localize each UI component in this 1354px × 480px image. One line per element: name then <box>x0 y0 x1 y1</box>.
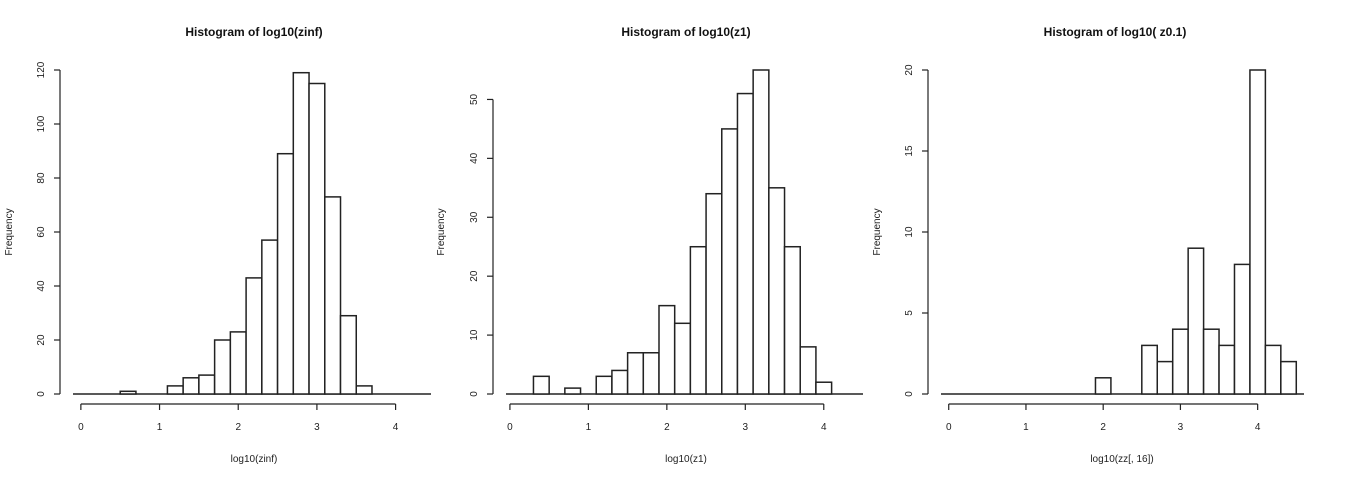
y-tick-label: 20 <box>469 270 480 282</box>
y-tick-label: 120 <box>36 61 47 78</box>
y-tick-label: 0 <box>469 391 480 397</box>
histogram-bar <box>1156 360 1174 395</box>
y-tick-label: 15 <box>904 145 915 157</box>
y-tick-label: 30 <box>469 211 480 223</box>
plot-area: 0 1 2 3 4 0 5 10 15 20 <box>904 64 1304 433</box>
y-tick-label: 10 <box>904 226 915 238</box>
histogram-bar <box>198 374 216 395</box>
x-tick-label: 2 <box>1100 422 1106 433</box>
histogram-bar <box>642 352 660 395</box>
y-tick-label: 60 <box>36 226 47 238</box>
histogram-bar <box>532 375 550 395</box>
histogram-bar <box>1141 344 1159 395</box>
histogram-bar <box>308 82 326 395</box>
histogram-bar <box>1187 247 1205 395</box>
x-axis-label: log10(z1) <box>665 454 707 465</box>
histogram-bar <box>1264 344 1282 395</box>
x-tick-label: 3 <box>743 422 749 433</box>
x-axis-label: log10(zinf) <box>231 454 278 465</box>
y-tick-label: 40 <box>36 280 47 292</box>
y-tick-label: 5 <box>904 310 915 316</box>
histogram-bar <box>1094 377 1112 395</box>
x-tick-label: 2 <box>664 422 670 433</box>
chart-title: Histogram of log10( z0.1) <box>1044 25 1187 39</box>
chart-title: Histogram of log10(z1) <box>621 25 750 39</box>
histogram-bar <box>799 346 817 395</box>
x-tick-label: 4 <box>393 422 399 433</box>
y-tick-label: 0 <box>36 391 47 397</box>
x-tick-label: 3 <box>314 422 320 433</box>
x-tick-label: 1 <box>157 422 163 433</box>
y-axis-label: Frequency <box>872 208 883 255</box>
y-tick-label: 20 <box>36 334 47 346</box>
histogram-bar <box>611 369 629 395</box>
histogram-bar <box>626 352 645 395</box>
histogram-bar <box>815 381 833 395</box>
histogram-bar <box>1233 263 1251 395</box>
x-tick-label: 3 <box>1178 422 1184 433</box>
y-tick-label: 80 <box>36 172 47 184</box>
histogram-bar <box>324 196 342 395</box>
x-tick-label: 1 <box>586 422 592 433</box>
histogram-bar <box>673 322 692 395</box>
x-tick-label: 0 <box>78 422 84 433</box>
histogram-bar <box>752 69 770 395</box>
histogram-bar <box>689 245 707 395</box>
x-tick-label: 4 <box>821 422 827 433</box>
y-tick-label: 0 <box>904 391 915 397</box>
x-tick-label: 4 <box>1255 422 1261 433</box>
histogram-bar <box>213 339 232 395</box>
histogram-bar <box>339 314 358 395</box>
histogram-panel-z0-1: Histogram of log10( z0.1) log10(zz[, 16]… <box>872 25 1304 465</box>
x-tick-label: 0 <box>946 422 952 433</box>
histogram-panel-zinf: Histogram of log10(zinf) log10(zinf) Fre… <box>4 25 431 465</box>
histogram-bar <box>182 377 200 395</box>
histogram-bar <box>736 92 754 395</box>
histogram-bar <box>721 128 739 395</box>
histogram-bar <box>166 385 184 395</box>
histogram-bar <box>355 385 373 395</box>
x-tick-label: 0 <box>507 422 513 433</box>
histogram-bar <box>1280 360 1298 395</box>
histogram-bar <box>1171 328 1189 395</box>
y-tick-label: 50 <box>469 93 480 105</box>
histogram-bar <box>1202 328 1220 395</box>
y-tick-label: 40 <box>469 152 480 164</box>
histogram-bar <box>705 192 723 395</box>
histogram-bar <box>1218 344 1236 395</box>
histogram-bar <box>261 239 279 395</box>
histogram-bar <box>564 387 582 395</box>
histogram-bar <box>292 71 310 395</box>
histogram-bar <box>658 304 676 395</box>
y-tick-label: 10 <box>469 329 480 341</box>
histogram-bar <box>1249 69 1267 395</box>
x-axis-label: log10(zz[, 16]) <box>1090 454 1153 465</box>
histogram-panel-z1: Histogram of log10(z1) log10(z1) Frequen… <box>436 25 863 465</box>
x-tick-label: 2 <box>235 422 241 433</box>
histogram-bar <box>276 152 295 395</box>
histogram-bar <box>595 375 613 395</box>
histogram-bar <box>768 187 786 395</box>
y-axis-label: Frequency <box>436 208 447 255</box>
x-tick-label: 1 <box>1023 422 1029 433</box>
histogram-bar <box>783 245 801 395</box>
histogram-bar <box>119 390 137 395</box>
y-tick-label: 100 <box>36 115 47 132</box>
y-axis-label: Frequency <box>4 208 15 255</box>
chart-title: Histogram of log10(zinf) <box>185 25 322 39</box>
histogram-bar <box>245 277 263 395</box>
y-tick-label: 20 <box>904 64 915 76</box>
histogram-bar <box>229 331 247 395</box>
